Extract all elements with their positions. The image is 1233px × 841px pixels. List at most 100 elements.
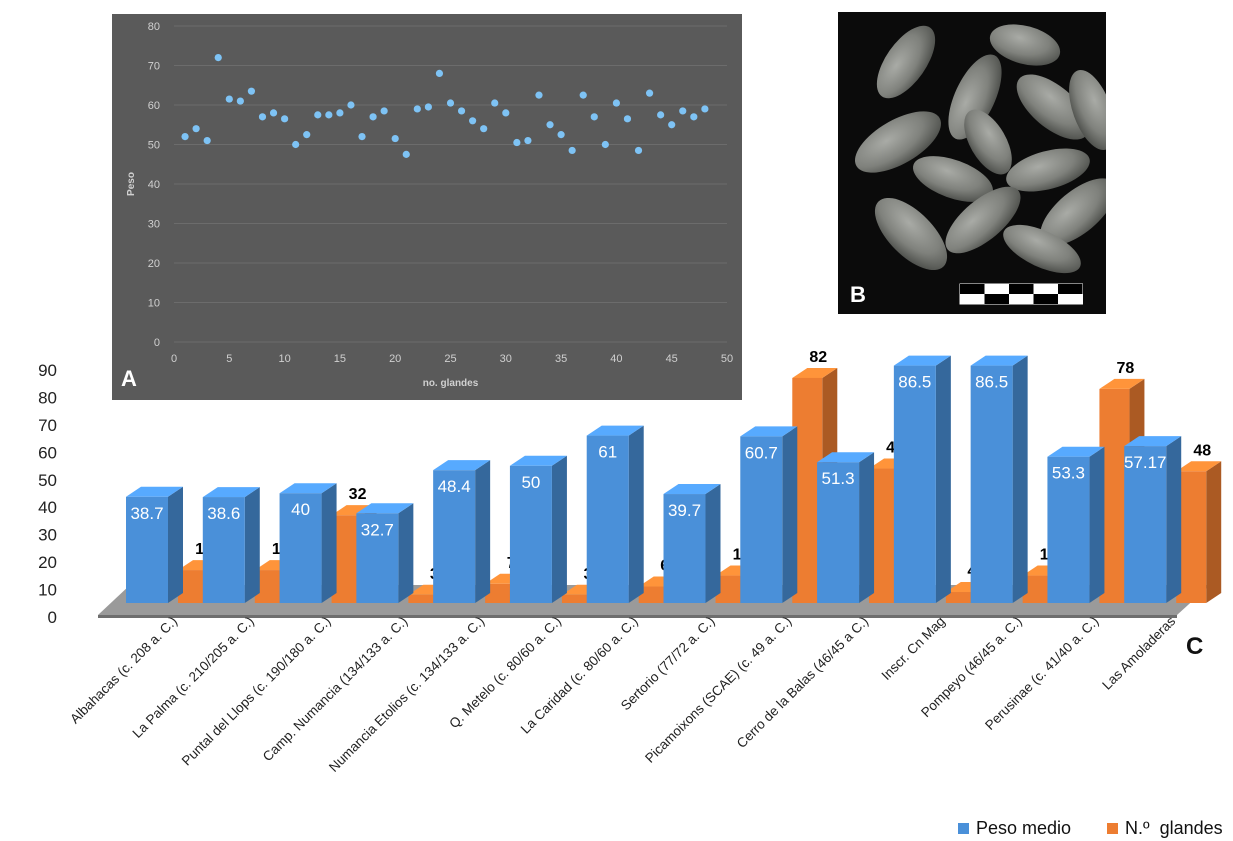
bar-peso-medio (356, 513, 399, 603)
y-tick-label: 20 (38, 553, 57, 572)
sling-bullets (855, 24, 1106, 274)
sling-bullet (1040, 178, 1106, 246)
scatter-point (634, 146, 643, 155)
x-axis-label: no. glandes (423, 378, 479, 389)
x-tick-label: 20 (389, 353, 401, 365)
y-tick-label: 40 (38, 498, 57, 517)
bar-peso-medio (970, 365, 1013, 603)
data-label-n-glandes: 78 (1117, 360, 1135, 377)
bar-peso-medio (663, 494, 706, 603)
y-tick-label: 80 (38, 388, 57, 407)
data-label-peso-medio: 48.4 (438, 477, 471, 496)
sling-bullet (989, 24, 1061, 66)
bar-peso-medio-top (586, 425, 644, 436)
scatter-point (369, 113, 377, 121)
data-label-peso-medio: 61 (598, 443, 617, 462)
bar-peso-medio-top (433, 460, 491, 471)
scatter-point (557, 131, 565, 139)
x-tick-label: 45 (666, 353, 678, 365)
y-tick-label: 60 (38, 443, 57, 462)
bar-peso-medio-side (1166, 436, 1182, 603)
chart-floor-edge (98, 615, 1177, 618)
bar-peso-medio (279, 493, 322, 603)
scatter-point (225, 95, 233, 103)
bar-peso-medio-top (817, 452, 875, 463)
sling-bullet (913, 156, 993, 202)
x-tick-label: Numancia Etolios (c. 134/133 a. C.) (326, 614, 487, 775)
bar-peso-medio-top (126, 486, 183, 497)
scatter-point (546, 121, 554, 129)
y-tick-label: 30 (38, 526, 57, 545)
scatter-point (645, 89, 654, 97)
scatter-point (413, 105, 421, 113)
bar-n-glandes (485, 583, 516, 603)
bar-peso-medio (433, 470, 476, 603)
x-tick-label: Inscr. Cn Mag (878, 614, 947, 683)
x-tick-label: La Palma (c. 210/205 a. C.) (130, 614, 257, 741)
bar-peso-medio-side (1089, 446, 1105, 603)
y-tick-label: 50 (148, 140, 160, 152)
data-label-peso-medio: 40 (291, 500, 310, 519)
scatter-chart: 0 10 20 30 40 50 60 70 80 0 5 10 15 20 25 30 35 40 45 50 Pes… (112, 14, 742, 400)
data-label-peso-medio: 38.7 (130, 504, 163, 523)
data-label-peso-medio: 39.7 (668, 501, 701, 520)
y-tick-label: 0 (154, 337, 160, 349)
panel-label-c: C (1186, 633, 1203, 660)
scale-bar-segment (1033, 294, 1058, 304)
bar-peso-medio (817, 462, 860, 603)
scatter-point (568, 146, 576, 155)
data-label-peso-medio: 51.3 (822, 469, 855, 488)
y-tick-label: 90 (38, 361, 57, 380)
bar-peso-medio-side (628, 425, 644, 603)
scatter-point (524, 136, 532, 145)
x-tick-label: Las Amoladeras (1099, 613, 1178, 692)
scale-bar-segment (984, 294, 1009, 304)
scatter-point (601, 140, 609, 149)
data-label-peso-medio: 38.6 (207, 504, 240, 523)
y-axis-label: Peso (126, 172, 137, 196)
bar-n-glandes-top (1176, 461, 1222, 472)
x-tick-label: 30 (500, 353, 512, 365)
scatter-point (303, 131, 311, 139)
sling-bullet (1069, 70, 1106, 150)
sling-bullet (964, 109, 1012, 175)
y-tick-label: 40 (148, 179, 160, 191)
y-tick-label: 70 (38, 416, 57, 435)
scale-bar-segment (1058, 284, 1083, 294)
scatter-point (236, 97, 244, 105)
scatter-point (679, 107, 687, 115)
y-tick-label: 10 (148, 298, 160, 310)
y-tick-label: 0 (48, 608, 57, 627)
data-label-peso-medio: 86.5 (898, 373, 931, 392)
data-label-n-glandes: 48 (1193, 442, 1211, 459)
legend-swatch-peso-medio (958, 823, 969, 834)
data-label-n-glandes: 82 (809, 349, 827, 366)
y-tick-label: 30 (148, 219, 160, 231)
data-label-peso-medio: 32.7 (361, 520, 394, 539)
bar-peso-medio-top (970, 355, 1028, 366)
scatter-point (623, 115, 632, 123)
bar-peso-medio-side (782, 426, 798, 603)
bar-peso-medio-side (705, 484, 721, 603)
sling-bullet (855, 111, 941, 173)
scatter-point (535, 91, 543, 99)
bar-peso-medio-side (859, 452, 875, 603)
bar-peso-medio-top (893, 355, 951, 366)
sling-bullet (1006, 148, 1090, 192)
scatter-point (435, 69, 444, 77)
bar-peso-medio (126, 496, 168, 603)
scatter-point (336, 109, 344, 117)
y-tick-label: 20 (148, 258, 160, 270)
bar-n-glandes (638, 586, 669, 603)
panel-label-b: B (850, 282, 866, 307)
scatter-point (446, 99, 455, 107)
scatter-point (258, 113, 267, 121)
scatter-point (203, 136, 211, 145)
y-tick-label: 60 (148, 100, 160, 112)
scatter-point (513, 138, 521, 147)
scatter-point (269, 109, 278, 117)
scale-bar (959, 283, 1083, 305)
y-tick-label: 80 (148, 21, 160, 33)
bar-peso-medio (740, 436, 783, 603)
